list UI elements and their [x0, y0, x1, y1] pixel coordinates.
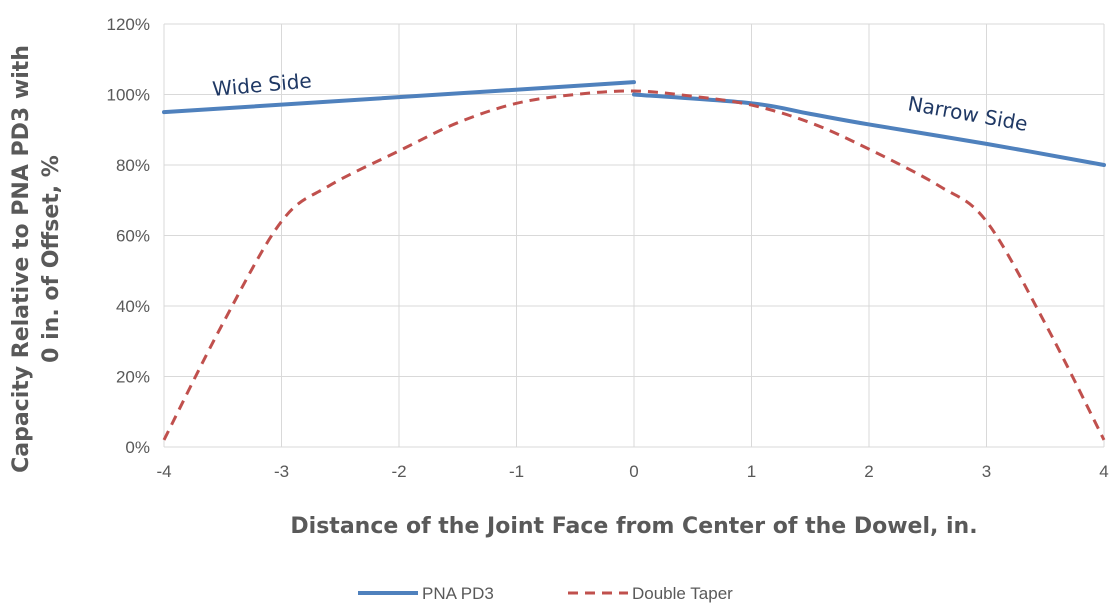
x-tick-label: 3: [982, 462, 991, 481]
legend-label-double-taper: Double Taper: [632, 584, 733, 603]
y-tick-label: 100%: [107, 86, 150, 105]
x-tick-label: -1: [509, 462, 524, 481]
y-tick-label: 20%: [116, 368, 150, 387]
y-tick-labels: 0% 20% 40% 60% 80% 100% 120%: [107, 15, 150, 457]
annotation-narrow-side: Narrow Side: [906, 91, 1029, 136]
y-tick-label: 60%: [116, 227, 150, 246]
x-tick-label: 2: [864, 462, 873, 481]
series-line-double-taper: [162, 89, 1106, 441]
legend: PNA PD3 Double Taper: [358, 584, 733, 603]
x-tick-label: 1: [747, 462, 756, 481]
y-tick-label: 120%: [107, 15, 150, 34]
x-tick-labels: -4 -3 -2 -1 0 1 2 3 4: [156, 462, 1108, 481]
x-tick-label: 0: [629, 462, 638, 481]
y-tick-label: 40%: [116, 297, 150, 316]
x-tick-label: 4: [1099, 462, 1108, 481]
x-tick-label: -2: [391, 462, 406, 481]
x-axis-title: Distance of the Joint Face from Center o…: [290, 514, 977, 539]
y-axis-title: Capacity Relative to PNA PD3 with 0 in. …: [9, 45, 64, 473]
series-line-pna-pd3: [632, 92, 1106, 167]
series-group: [162, 80, 1106, 441]
x-tick-label: -3: [274, 462, 289, 481]
y-axis-title-line-1: Capacity Relative to PNA PD3 with: [9, 45, 34, 473]
y-tick-label: 0%: [125, 438, 150, 457]
legend-label-pna-pd3: PNA PD3: [422, 584, 494, 603]
series-line-pna-pd3: [162, 80, 636, 115]
y-axis-title-line-2: 0 in. of Offset, %: [39, 155, 64, 363]
x-tick-label: -4: [156, 462, 171, 481]
annotation-wide-side: Wide Side: [211, 68, 312, 101]
y-tick-label: 80%: [116, 156, 150, 175]
